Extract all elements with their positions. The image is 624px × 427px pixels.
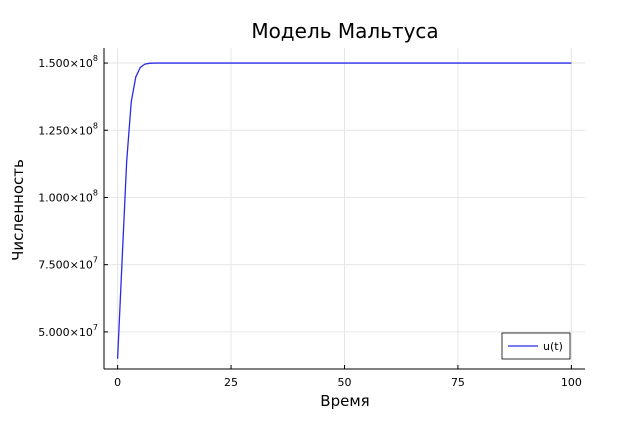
y-axis-title: Численность xyxy=(9,159,27,261)
chart-title: Модель Мальтуса xyxy=(251,19,438,43)
y-tick-label-2: 1.000×108 xyxy=(38,188,98,204)
x-tick-label-1: 25 xyxy=(224,376,238,389)
y-tick-label-3: 1.250×108 xyxy=(38,121,98,137)
x-tick-label-3: 75 xyxy=(451,376,465,389)
legend: u(t) xyxy=(501,332,571,360)
y-tick-label-4: 1.500×108 xyxy=(38,54,98,70)
x-tick-label-2: 50 xyxy=(338,376,352,389)
y-tick-label-0: 5.000×107 xyxy=(38,323,98,339)
ticks: 0 25 50 75 100 5.000×107 7.500×107 1.000×108 1.2… xyxy=(38,54,582,389)
legend-label-u: u(t) xyxy=(543,340,563,353)
x-tick-label-4: 100 xyxy=(561,376,582,389)
x-axis-title: Время xyxy=(320,392,369,410)
y-tick-label-1: 7.500×107 xyxy=(38,256,98,272)
x-tick-label-0: 0 xyxy=(114,376,121,389)
series-layer xyxy=(116,62,572,359)
series-line-0 xyxy=(116,62,572,359)
